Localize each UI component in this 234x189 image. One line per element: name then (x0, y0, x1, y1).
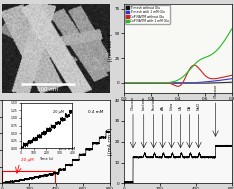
Text: Glucose: Glucose (131, 95, 135, 110)
Bar (2, 171, 55, 183)
X-axis label: Potential (V): Potential (V) (163, 102, 193, 107)
Text: Fructose: Fructose (152, 94, 156, 110)
Text: NaCl: NaCl (197, 101, 201, 110)
Text: 500 nm: 500 nm (37, 87, 58, 92)
Text: Lactose: Lactose (142, 96, 146, 110)
Text: 0.1 mM: 0.1 mM (60, 147, 75, 151)
Text: DA: DA (187, 104, 191, 110)
Legend: Ti mesh without Glu, Ti mesh with 1 mM Glu, CoP NA/TM without Glu, CoP NA/TM wit: Ti mesh without Glu, Ti mesh with 1 mM G… (125, 5, 170, 24)
Text: AA: AA (161, 105, 165, 110)
Text: 0.4 mM: 0.4 mM (88, 110, 104, 114)
Text: Urea: Urea (170, 101, 174, 110)
Text: UA: UA (179, 105, 183, 110)
Y-axis label: j (mA cm⁻²): j (mA cm⁻²) (108, 128, 113, 156)
Text: Glucose: Glucose (213, 84, 218, 98)
Text: 20 μM: 20 μM (21, 158, 33, 162)
Y-axis label: j (mA mc⁻²): j (mA mc⁻²) (108, 34, 113, 62)
